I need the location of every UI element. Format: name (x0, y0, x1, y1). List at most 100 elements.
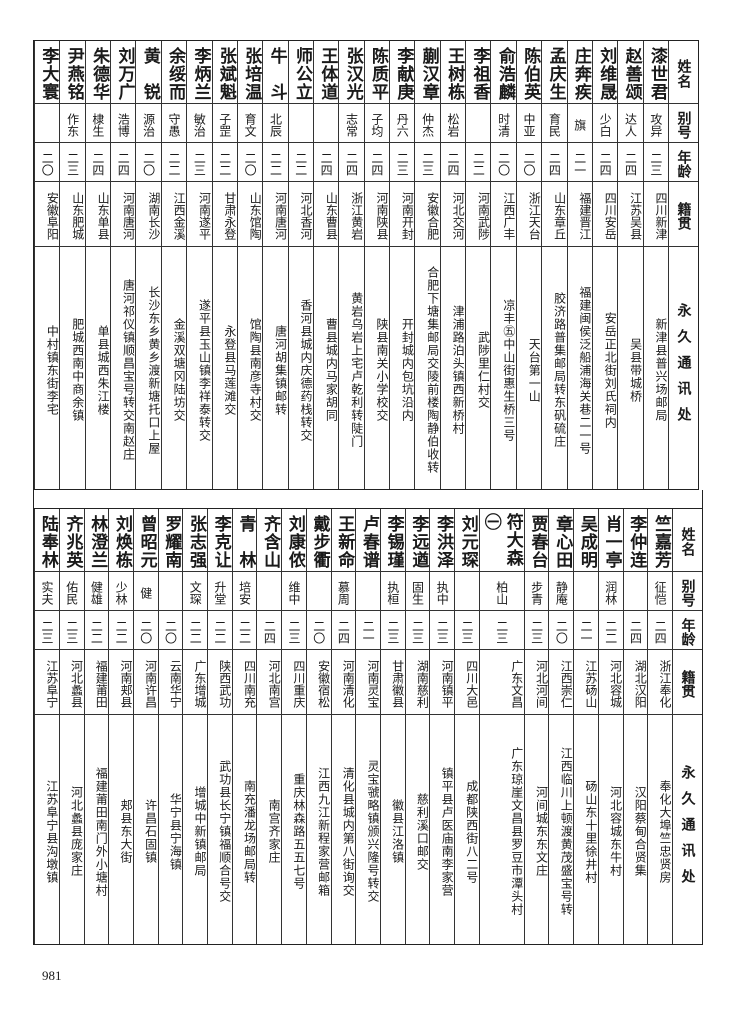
cell-age: 二二 (109, 611, 133, 650)
cell-address-text: 曹县城内马家胡同 (324, 318, 339, 422)
cell-age: 二二 (212, 143, 237, 182)
person-record: 孟庆生 育民 二四 山东章丘 胶济路普集邮局转东矾硫庄 (541, 41, 567, 489)
cell-age-text: 二四 (623, 152, 638, 176)
cell-origin: 浙江奉化 (648, 650, 672, 715)
cell-alias-text: 北辰 (268, 113, 283, 137)
cell-name-text: 蒯汉章 (418, 47, 439, 101)
cell-alias-text: 实夫 (39, 581, 54, 605)
header-address: 永久通讯处 (673, 715, 702, 944)
cell-name: 刘万广 (111, 41, 136, 104)
cell-origin-text: 福建晋江 (577, 192, 592, 240)
cell-address-text: 砀山东十里徐井村 (583, 779, 598, 884)
cell-address: 胶济路普集邮局转东矾硫庄 (542, 247, 567, 489)
cell-name: 戴步衢 (306, 509, 331, 572)
cell-origin: 河北香河 (288, 182, 313, 247)
cell-origin-text: 安徽宿松 (316, 660, 331, 708)
cell-origin-text: 四川南充 (242, 660, 257, 708)
cell-address: 安岳正北街刘氏祠内 (593, 247, 617, 489)
cell-address: 重庆林森路五五七号 (282, 715, 306, 944)
cell-alias: 佑民 (59, 572, 84, 611)
cell-origin: 广东增城 (183, 650, 208, 715)
person-record: 齐兆英 佑民 二三 河北蠡县 河北蠡县庞家庄 (58, 509, 84, 944)
cell-origin-text: 河南许昌 (143, 660, 158, 708)
cell-address-text: 单县城西朱江楼 (96, 324, 111, 416)
cell-origin: 山东单县 (85, 182, 111, 247)
cell-name: 陆奉林 (35, 509, 59, 572)
cell-name-text: 罗耀南 (161, 515, 182, 569)
cell-age: 二三 (479, 611, 524, 650)
cell-name-text: 王新命 (334, 515, 355, 569)
cell-origin-text: 四川重庆 (291, 660, 306, 708)
person-record: 符大森㊀ 柏山 二三 广东文昌 广东琼崖文昌县罗豆市潭头村 (478, 509, 524, 944)
cell-origin-text: 山东肥城 (70, 192, 85, 240)
cell-age-text: 二四 (319, 152, 334, 176)
cell-age: 二四 (257, 611, 282, 650)
cell-age: 二四 (339, 143, 364, 182)
cell-alias (466, 104, 491, 143)
cell-age-text: 二二 (167, 152, 181, 176)
header-name-text: 姓名 (679, 527, 696, 557)
cell-name: 李大寰 (35, 41, 60, 104)
cell-name-text: 孟庆生 (545, 47, 566, 101)
header-name-text: 姓名 (675, 59, 692, 89)
cell-name: 王新命 (331, 509, 356, 572)
cell-address: 江苏阜宁县沟墩镇 (35, 715, 59, 944)
cell-age: 二三 (60, 143, 85, 182)
cell-name: 王体道 (313, 41, 339, 104)
cell-address: 香河县城内庆德药栈转交 (289, 247, 313, 489)
cell-address: 成都陕西街八二号 (455, 715, 479, 944)
person-record: 黄 锐源治 二〇 湖南长沙 长沙东乡黄乡渡新塘托口上屋 (135, 41, 161, 489)
cell-origin-text: 河南遂平 (197, 192, 212, 240)
cell-address-text: 河北容城东牛村 (608, 786, 623, 877)
cell-alias: 浩博 (111, 104, 136, 143)
cell-age-text: 二〇 (163, 620, 178, 644)
cell-age-text: 二〇 (311, 620, 326, 644)
cell-origin-text: 云南华宁 (168, 660, 183, 708)
cell-name: 陈伯英 (516, 41, 542, 104)
cell-address: 灵宝虢略镇颁兴隆号转交 (356, 715, 380, 944)
cell-origin-text: 河北交河 (451, 192, 466, 240)
cell-name: 张汉光 (339, 41, 364, 104)
cell-address-text: 成都陕西街八二号 (464, 779, 479, 884)
cell-age-text: 二三 (435, 620, 450, 644)
cell-origin: 河北南宫 (257, 650, 282, 715)
person-record: 庄奔疾旗二一 福建晋江 福建闽侯泛船浦海关巷二一号 (566, 41, 592, 489)
cell-address: 徽县江洛镇 (381, 715, 405, 944)
cell-age-text: 二三 (39, 620, 54, 644)
cell-origin: 河南开封 (390, 182, 415, 247)
header-origin: 籍贯 (669, 182, 698, 247)
cell-name: 朱德华 (85, 41, 111, 104)
cell-age-text: 二〇 (40, 152, 55, 176)
cell-name-text: 李祖香 (469, 47, 490, 101)
person-record: 陆奉林 实夫 二三 江苏阜宁 江苏阜宁县沟墩镇 (34, 509, 59, 944)
header-name: 姓名 (669, 41, 698, 104)
header-age: 年龄 (669, 143, 698, 182)
person-record: 戴步衢 二〇 安徽宿松 江西九江新程家营邮箱 (305, 509, 331, 944)
cell-age: 二三 (415, 143, 440, 182)
cell-address: 新津县普兴场邮局 (644, 247, 668, 489)
cell-name-text: 李洪泽 (433, 515, 454, 569)
cell-age: 二三 (390, 143, 415, 182)
cell-origin-text: 江西崇仁 (559, 660, 574, 708)
cell-name: 庄奔疾 (567, 41, 592, 104)
cell-origin: 河南镇平 (430, 650, 455, 715)
cell-address: 河间城东东文庄 (525, 715, 548, 944)
person-record: 罗耀南 二〇 云南华宁 华宁县宁海镇 (157, 509, 183, 944)
cell-origin-text: 山东章丘 (552, 192, 567, 240)
cell-name-text: 赵善颂 (621, 47, 642, 101)
cell-name: 陈质平 (364, 41, 390, 104)
cell-address-text: 江西临川上顿渡黄茂盛宝号转 (559, 747, 574, 916)
cell-alias: 松岩 (440, 104, 466, 143)
cell-origin-text: 浙江黄岩 (349, 192, 364, 240)
person-record: 牛 斗北辰 二二 河南唐河 唐河胡集镇邮转 (262, 41, 288, 489)
cell-age-text: 二三 (459, 620, 474, 644)
cell-origin: 河南灵宝 (356, 650, 380, 715)
cell-alias: 征恺 (648, 572, 672, 611)
cell-address: 曹县城内马家胡同 (314, 247, 338, 489)
cell-age: 二三 (35, 611, 59, 650)
cell-address-text: 武功县长宁镇福顺合号交 (217, 760, 232, 903)
cell-name: 青 林 (232, 509, 257, 572)
cell-name: 李洪泽 (430, 509, 455, 572)
cell-name-text: 刘康侬 (284, 515, 305, 569)
cell-alias-text: 培安 (237, 581, 252, 605)
